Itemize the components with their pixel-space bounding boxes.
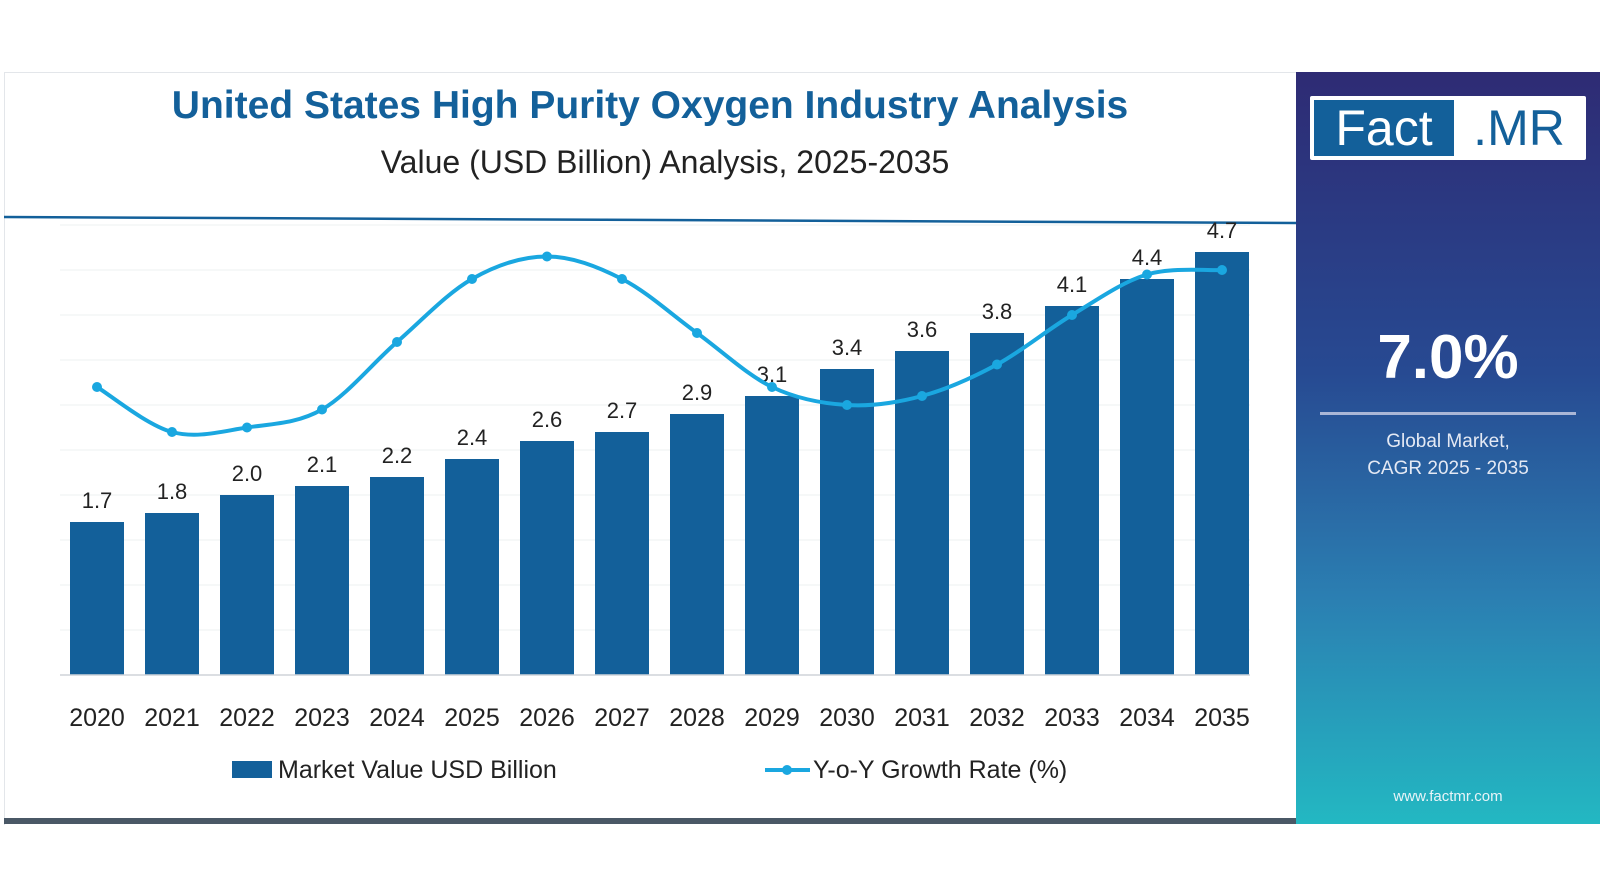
bar-label-2032: 3.8 [982,299,1013,324]
x-tick-2035: 2035 [1194,704,1250,732]
bar-2027 [595,432,649,675]
factmr-logo: Fact .MR [1310,96,1586,160]
x-tick-2024: 2024 [369,704,425,732]
bar-2032 [970,333,1024,675]
legend-line-label: Y-o-Y Growth Rate (%) [813,756,1067,784]
legend-bar-swatch [232,761,272,778]
growth-point-2022 [242,422,252,433]
cagr-label-line2: CAGR 2025 - 2035 [1367,458,1529,479]
bar-label-2022: 2.0 [232,461,263,486]
bar-label-2031: 3.6 [907,317,938,342]
bar-label-2030: 3.4 [832,335,863,360]
bar-2034 [1120,279,1174,675]
bar-label-2034: 4.4 [1132,245,1163,270]
growth-point-2033 [1067,310,1077,320]
x-tick-2034: 2034 [1119,704,1175,732]
bar-2020 [70,522,124,675]
growth-point-2032 [992,359,1002,370]
bar-2025 [445,459,499,675]
website-link[interactable]: www.factmr.com [1393,788,1503,805]
growth-point-2020 [92,382,102,392]
x-tick-2029: 2029 [744,704,800,732]
bars [70,252,1249,675]
bar-label-2025: 2.4 [457,425,488,450]
title-divider [3,215,1297,225]
bar-2022 [220,495,274,675]
bar-label-2020: 1.7 [82,488,113,513]
x-tick-2026: 2026 [519,704,575,732]
bar-2035 [1195,252,1249,675]
x-tick-2027: 2027 [594,704,650,732]
x-tick-2033: 2033 [1044,704,1100,732]
growth-point-2034 [1142,269,1152,280]
bar-2030 [820,369,874,675]
growth-point-2025 [467,274,477,284]
bar-label-2033: 4.1 [1057,272,1088,297]
bar-2023 [295,486,349,675]
bar-2021 [145,513,199,675]
bar-label-2026: 2.6 [532,407,563,432]
x-tick-2025: 2025 [444,704,500,732]
x-tick-labels: 2020 2021 2022 2023 2024 2025 2026 2027 2028 2029… [69,704,1250,732]
growth-point-2035 [1217,265,1227,275]
sidebar-divider [1320,412,1576,415]
bar-2024 [370,477,424,675]
bar-2029 [745,396,799,675]
growth-rate-line [95,254,1224,437]
growth-point-2024 [392,337,402,347]
bar-label-2021: 1.8 [157,479,188,504]
x-tick-2021: 2021 [144,704,200,732]
bar-2026 [520,441,574,675]
logo-fact-text: Fact [1314,100,1454,156]
growth-point-2028 [692,328,702,338]
growth-point-2031 [917,391,927,401]
x-tick-2023: 2023 [294,704,350,732]
bar-2031 [895,351,949,675]
growth-point-2030 [842,400,852,410]
x-tick-2020: 2020 [69,704,125,732]
growth-point-2021 [167,427,177,437]
logo-mr-text: .MR [1473,100,1565,156]
bar-label-2035: 4.7 [1207,218,1238,243]
cagr-label: Global Market, CAGR 2025 - 2035 [1296,428,1600,482]
x-tick-2028: 2028 [669,704,725,732]
x-tick-2030: 2030 [819,704,875,732]
x-tick-2022: 2022 [219,704,275,732]
bar-label-2028: 2.9 [682,380,713,405]
bar-label-2023: 2.1 [307,452,338,477]
bar-value-labels: 1.7 1.82.0 2.1 2.22.42.6 2.72.93.13.43.63.84… [82,218,1238,513]
bar-2028 [670,414,724,675]
growth-point-2029 [767,382,777,392]
legend-bar-label: Market Value USD Billion [278,756,557,784]
growth-point-2023 [317,404,327,415]
bar-2033 [1045,306,1099,675]
growth-rate-points [92,251,1227,437]
chart-subtitle: Value (USD Billion) Analysis, 2025-2035 [380,144,950,180]
x-tick-2031: 2031 [894,704,950,732]
x-tick-2032: 2032 [969,704,1025,732]
growth-point-2027 [617,274,627,284]
legend-line-marker [782,765,792,775]
bar-label-2027: 2.7 [607,398,638,423]
card-bottom-border [4,818,1296,824]
cagr-label-line1: Global Market, [1386,431,1510,452]
chart-svg: 1.7 1.82.0 2.1 2.22.42.6 2.72.93.13.43.63.84… [3,215,1297,784]
bar-label-2024: 2.2 [382,443,413,468]
legend: Market Value USD Billion Y-o-Y Growth Ra… [232,756,1067,784]
cagr-sidebar: Fact .MR 7.0% Global Market, CAGR 2025 -… [1296,72,1600,824]
chart-title: United States High Purity Oxygen Industr… [171,84,1129,127]
growth-point-2026 [542,251,552,262]
cagr-value: 7.0% [1377,323,1519,392]
